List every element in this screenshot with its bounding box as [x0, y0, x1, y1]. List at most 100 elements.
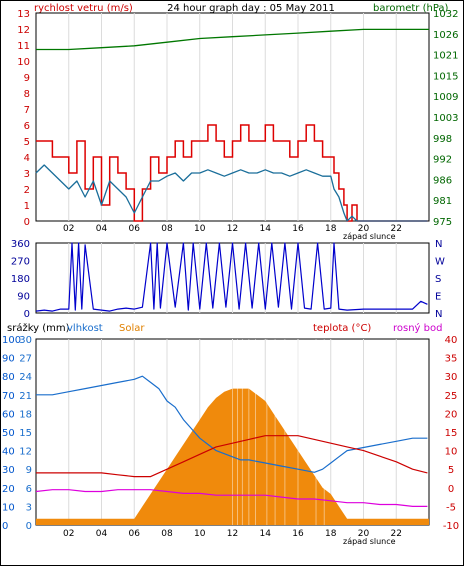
- temperature-series: [36, 435, 428, 478]
- wind-tick-label: 0: [24, 217, 30, 228]
- pressure-tick-label: 981: [433, 196, 452, 207]
- pressure-tick-label: 1015: [433, 71, 458, 82]
- climate-x-tick: 08: [161, 529, 173, 539]
- legend-temperature: teplota (°C): [313, 323, 371, 334]
- climate-x-tick: 18: [325, 529, 337, 539]
- wind-tick-label: 9: [24, 73, 30, 84]
- rain-tick-label: 100: [2, 335, 21, 346]
- humidity-tick-label: 0: [26, 521, 32, 532]
- wind-x-tick: 18: [325, 224, 337, 234]
- humidity-tick-label: 15: [19, 428, 32, 439]
- chart-title: 24 hour graph day : 05 May 2011: [167, 3, 335, 14]
- wind-tick-label: 10: [17, 57, 30, 68]
- pressure-tick-label: 1021: [433, 51, 458, 62]
- direction-tick-label: 270: [11, 257, 30, 268]
- wind-tick-label: 12: [17, 25, 30, 36]
- legend-rain: srážky (mm): [7, 322, 70, 334]
- compass-label: N: [435, 309, 442, 320]
- direction-series: [35, 242, 428, 312]
- pressure-tick-label: 992: [433, 155, 452, 166]
- direction-tick-label: 360: [11, 239, 30, 250]
- wind-x-tick: 02: [63, 224, 74, 234]
- temperature-tick-label: 40: [445, 335, 458, 346]
- compass-label: E: [435, 292, 441, 303]
- direction-tick-label: 0: [24, 309, 30, 320]
- temperature-tick-label: -10: [443, 521, 459, 532]
- sunset-label-top: západ slunce: [343, 232, 396, 241]
- wind-x-tick: 08: [161, 224, 173, 234]
- temperature-tick-label: 20: [445, 409, 458, 420]
- temperature-tick-label: 10: [445, 447, 458, 458]
- climate-x-tick: 02: [63, 529, 74, 539]
- temperature-tick-label: 0: [448, 484, 454, 495]
- wind-tick-label: 11: [17, 41, 30, 52]
- wind-x-tick: 12: [227, 224, 238, 234]
- climate-x-tick: 04: [96, 529, 108, 539]
- wind-x-tick: 22: [391, 224, 402, 234]
- wind-tick-label: 7: [24, 105, 30, 116]
- wind-tick-label: 5: [24, 137, 30, 148]
- direction-tick-label: 180: [11, 274, 30, 285]
- temperature-tick-label: 5: [448, 465, 454, 476]
- climate-x-tick: 10: [194, 529, 206, 539]
- wind-x-tick: 04: [96, 224, 108, 234]
- wind-tick-label: 3: [24, 169, 30, 180]
- rain-tick-label: 50: [2, 428, 15, 439]
- wind-tick-label: 13: [17, 9, 30, 20]
- rain-tick-label: 60: [2, 409, 15, 420]
- wind-x-tick: 06: [129, 224, 141, 234]
- climate-x-tick: 14: [260, 529, 272, 539]
- wind-tick-label: 1: [24, 201, 30, 212]
- pressure-axis-label: barometr (hPa): [373, 3, 449, 14]
- pressure-tick-label: 975: [433, 217, 452, 228]
- temperature-tick-label: -5: [446, 502, 456, 513]
- humidity-tick-label: 6: [26, 484, 32, 495]
- wind-tick-label: 8: [24, 89, 30, 100]
- wind-x-tick: 16: [292, 224, 304, 234]
- humidity-tick-label: 24: [19, 372, 32, 383]
- humidity-tick-label: 3: [26, 502, 32, 513]
- climate-x-tick: 22: [391, 529, 402, 539]
- sunset-label-bottom: západ slunce: [343, 537, 396, 546]
- compass-label: S: [435, 274, 441, 285]
- humidity-tick-label: 9: [26, 465, 32, 476]
- pressure-tick-label: 1003: [433, 113, 458, 124]
- compass-label: W: [435, 257, 445, 268]
- rain-tick-label: 80: [2, 372, 15, 383]
- wind-series: [35, 164, 428, 222]
- pressure-tick-label: 1026: [433, 30, 458, 41]
- wind-x-tick: 20: [358, 224, 370, 234]
- temperature-tick-label: 25: [445, 391, 458, 402]
- rain-tick-label: 30: [2, 465, 15, 476]
- rain-tick-label: 20: [2, 484, 15, 495]
- pressure-tick-label: 1009: [433, 92, 458, 103]
- pressure-tick-label: 1032: [433, 9, 458, 20]
- legend-humidity: vlhkost: [67, 323, 103, 334]
- climate-x-tick: 12: [227, 529, 238, 539]
- wind-axis-label: rychlost vetru (m/s): [34, 3, 133, 14]
- humidity-tick-label: 30: [19, 335, 32, 346]
- wind-tick-label: 6: [24, 121, 30, 132]
- climate-x-tick: 16: [292, 529, 304, 539]
- humidity-series: [36, 375, 428, 473]
- rain-tick-label: 10: [2, 502, 15, 513]
- humidity-tick-label: 18: [19, 409, 32, 420]
- pressure-tick-label: 998: [433, 134, 452, 145]
- temperature-tick-label: 15: [445, 428, 458, 439]
- gust-series: [36, 124, 428, 222]
- pressure-tick-label: 986: [433, 175, 452, 186]
- legend-dewpoint: rosný bod: [393, 322, 442, 334]
- humidity-tick-label: 12: [19, 447, 32, 458]
- humidity-tick-label: 21: [19, 391, 32, 402]
- wind-x-tick: 14: [260, 224, 272, 234]
- temperature-tick-label: 35: [445, 354, 458, 365]
- legend-solar: Solar: [119, 323, 145, 334]
- rain-tick-label: 0: [2, 521, 8, 532]
- humidity-tick-label: 27: [19, 354, 32, 365]
- dewpoint-series: [35, 489, 428, 507]
- rain-tick-label: 70: [2, 391, 15, 402]
- climate-x-tick: 20: [358, 529, 370, 539]
- climate-x-tick: 06: [129, 529, 141, 539]
